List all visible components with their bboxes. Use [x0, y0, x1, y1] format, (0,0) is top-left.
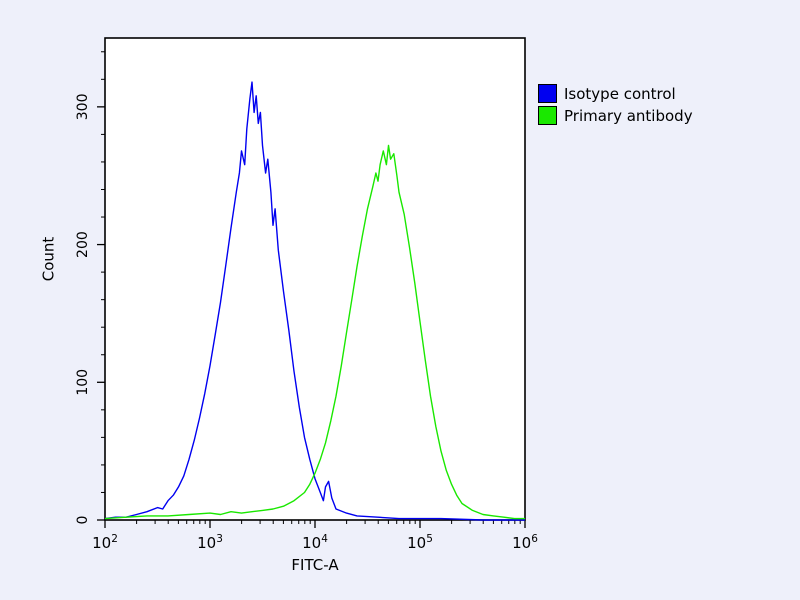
isotype-control-swatch — [538, 84, 557, 103]
plot-area — [104, 37, 526, 521]
y-tick-label: 100 — [75, 369, 91, 396]
y-tick-label: 200 — [75, 231, 91, 258]
x-tick-label: 104 — [302, 533, 328, 552]
legend: Isotype control Primary antibody — [538, 84, 693, 125]
x-tick-label: 103 — [197, 533, 223, 552]
isotype-control-curve — [104, 81, 525, 521]
primary-antibody-swatch — [538, 106, 557, 125]
y-tick-label: 300 — [75, 93, 91, 120]
primary-antibody-label: Primary antibody — [564, 106, 693, 125]
x-tick-label: 102 — [92, 533, 118, 552]
y-tick-label: 0 — [75, 516, 91, 525]
legend-item-isotype-control: Isotype control — [538, 84, 693, 103]
primary-antibody-curve — [104, 144, 525, 520]
x-axis-title: FITC-A — [291, 556, 339, 574]
isotype-control-label: Isotype control — [564, 84, 676, 103]
x-tick-label: 105 — [407, 533, 433, 552]
x-tick-label: 106 — [512, 533, 538, 552]
y-axis-title: Count — [39, 236, 58, 282]
legend-item-primary-antibody: Primary antibody — [538, 106, 693, 125]
